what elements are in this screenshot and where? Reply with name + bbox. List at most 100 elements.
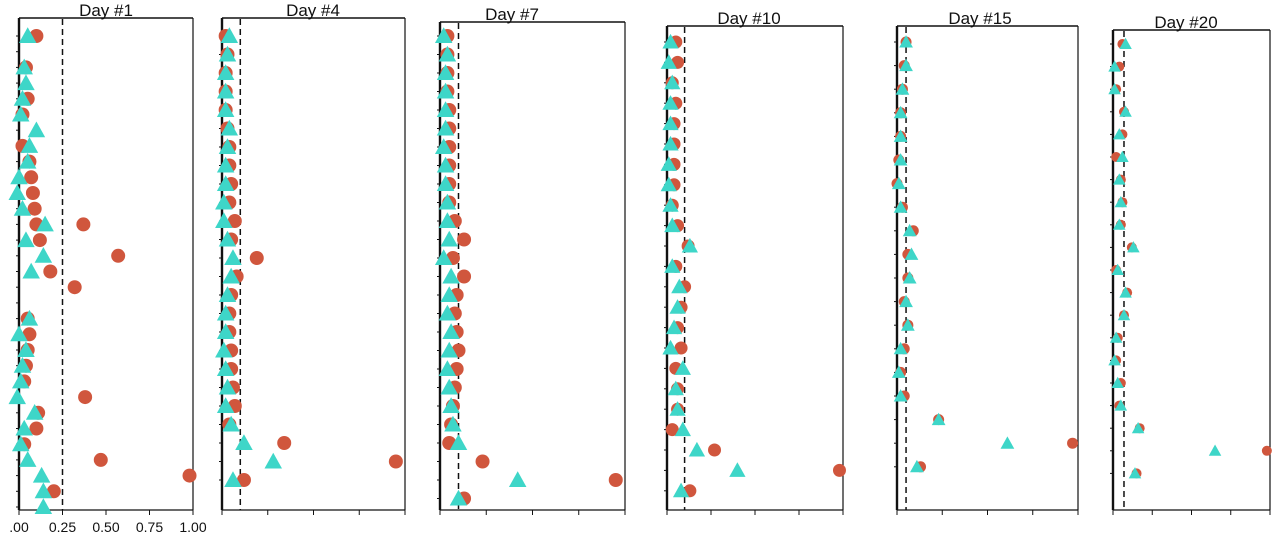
triangle-point (13, 90, 32, 106)
triangle-point (900, 318, 915, 331)
circle-point (475, 454, 490, 469)
triangle-point (662, 33, 679, 49)
triangle-point (449, 489, 468, 506)
triangle-point (902, 223, 917, 237)
triangle-point (434, 249, 453, 265)
triangle-point (220, 27, 239, 43)
triangle-point (904, 247, 919, 260)
circle-point (388, 454, 403, 469)
triangle-point (17, 74, 35, 91)
triangle-point (891, 176, 906, 190)
triangle-point (218, 138, 237, 154)
circle-point (277, 436, 292, 450)
triangle-point (442, 397, 460, 413)
triangle-point (1108, 354, 1121, 366)
triangle-point (218, 378, 237, 395)
triangle-point (662, 135, 679, 151)
panel-1: Day #1 .00 0.25 0.50 0.75 1.00 (8, 1, 207, 535)
triangle-point (1119, 286, 1132, 298)
triangle-point (662, 95, 679, 110)
panel-title: Day #4 (286, 1, 340, 20)
triangle-point (1113, 218, 1126, 230)
triangle-point (36, 215, 54, 232)
triangle-point (10, 325, 28, 342)
triangle-point (222, 415, 240, 432)
circle-point (608, 473, 623, 487)
triangle-point (438, 360, 457, 376)
triangle-point (449, 434, 468, 450)
triangle-point (440, 230, 458, 247)
triangle-point (10, 168, 28, 185)
triangle-point (11, 105, 30, 122)
x-tick-label: 0.50 (92, 519, 119, 535)
panel-title: Day #10 (717, 9, 780, 28)
triangle-point (672, 482, 690, 498)
triangle-point (216, 156, 235, 173)
triangle-point (1119, 105, 1132, 117)
x-tick-label: .00 (9, 519, 29, 535)
panel-title: Day #15 (948, 9, 1011, 28)
triangle-point (665, 319, 683, 335)
triangle-point (1208, 444, 1222, 456)
triangle-point (20, 137, 39, 153)
circle-point (46, 484, 61, 499)
triangle-point (664, 74, 681, 90)
triangle-point (729, 462, 746, 477)
triangle-point (436, 156, 455, 173)
circle-point (24, 170, 39, 185)
triangle-point (1111, 263, 1124, 275)
triangle-point (216, 64, 235, 80)
triangle-point (215, 193, 233, 210)
x-tick-label: 0.75 (136, 519, 163, 535)
triangle-point (899, 58, 913, 72)
triangle-point (1108, 60, 1121, 72)
triangle-point (1117, 308, 1131, 321)
panel-2: Day #4 (215, 1, 406, 515)
triangle-point (27, 121, 46, 138)
triangle-point (669, 401, 686, 416)
triangle-point (662, 197, 679, 212)
panel-4: Day #10 (660, 9, 846, 515)
triangle-point (22, 262, 40, 279)
triangle-point (664, 217, 681, 233)
panel-title: Day #7 (485, 5, 539, 24)
circle-point (32, 233, 47, 248)
triangle-point (8, 388, 27, 405)
circle-point (832, 463, 846, 477)
triangle-point (893, 105, 908, 119)
panel-6: Day #20 (1108, 13, 1272, 515)
triangle-point (895, 82, 910, 95)
circle-point (78, 390, 93, 405)
triangle-point (18, 152, 37, 169)
triangle-point (1113, 173, 1126, 185)
panel-5: Day #15 (891, 9, 1079, 515)
triangle-point (667, 380, 684, 396)
triangle-point (1114, 399, 1128, 411)
x-tick-label: 1.00 (179, 519, 206, 535)
triangle-point (434, 138, 453, 154)
triangle-point (442, 323, 460, 339)
triangle-point (893, 341, 908, 355)
triangle-point (1131, 421, 1145, 434)
triangle-point (662, 339, 679, 355)
triangle-point (32, 466, 51, 483)
circle-point (67, 280, 82, 295)
circle-point (22, 327, 37, 342)
triangle-point (18, 451, 37, 467)
circle-point (76, 217, 91, 232)
triangle-point (1128, 467, 1142, 479)
triangle-point (438, 212, 457, 228)
circle-point (457, 232, 472, 247)
triangle-point (434, 27, 453, 43)
triangle-point (220, 119, 239, 136)
triangle-point (25, 404, 44, 420)
circle-point (29, 421, 44, 436)
triangle-point (1113, 128, 1126, 140)
triangle-point (442, 267, 460, 284)
triangle-point (20, 309, 39, 326)
triangle-point (931, 412, 946, 426)
triangle-point (681, 237, 699, 253)
triangle-point (11, 435, 30, 452)
triangle-point (15, 58, 33, 75)
circle-point (236, 473, 251, 487)
